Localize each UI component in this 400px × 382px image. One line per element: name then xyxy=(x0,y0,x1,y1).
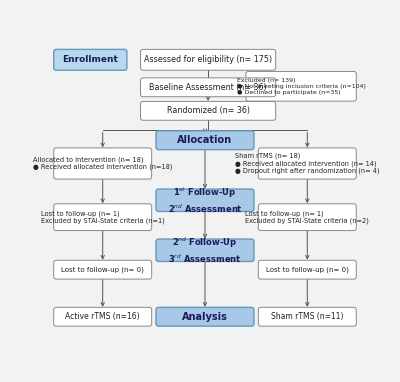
FancyBboxPatch shape xyxy=(54,204,152,231)
FancyBboxPatch shape xyxy=(156,308,254,326)
Text: 1$^{st}$ Follow-Up
2$^{nd}$ Assessment: 1$^{st}$ Follow-Up 2$^{nd}$ Assessment xyxy=(168,186,242,215)
FancyBboxPatch shape xyxy=(258,148,356,179)
Text: Lost to follow-up (n= 1)
Excluded by STAI-State criteria (n=1): Lost to follow-up (n= 1) Excluded by STA… xyxy=(41,210,164,224)
FancyBboxPatch shape xyxy=(140,102,276,120)
Text: Allocated to intervention (n= 18)
● Received allocated intervention (n=18): Allocated to intervention (n= 18) ● Rece… xyxy=(33,157,172,170)
FancyBboxPatch shape xyxy=(54,308,152,326)
Text: Baseline Assessment (n= 36): Baseline Assessment (n= 36) xyxy=(149,83,267,92)
Text: Allocation: Allocation xyxy=(178,135,232,145)
FancyBboxPatch shape xyxy=(54,260,152,279)
Text: Sham rTMS (n=11): Sham rTMS (n=11) xyxy=(271,312,344,321)
FancyBboxPatch shape xyxy=(54,148,152,179)
Text: Randomized (n= 36): Randomized (n= 36) xyxy=(166,106,250,115)
Text: Sham rTMS (n= 18)
● Received allocated intervention (n= 14)
● Dropout right afte: Sham rTMS (n= 18) ● Received allocated i… xyxy=(235,153,380,174)
Text: Assessed for eligibility (n= 175): Assessed for eligibility (n= 175) xyxy=(144,55,272,64)
FancyBboxPatch shape xyxy=(54,49,127,70)
Text: Lost to follow-up (n= 0): Lost to follow-up (n= 0) xyxy=(61,266,144,273)
FancyBboxPatch shape xyxy=(258,204,356,231)
Text: Lost to follow-up (n= 1)
Excluded by STAI-State criteria (n=2): Lost to follow-up (n= 1) Excluded by STA… xyxy=(245,210,369,224)
FancyBboxPatch shape xyxy=(258,260,356,279)
FancyBboxPatch shape xyxy=(156,189,254,212)
Text: 2$^{nd}$ Follow-Up
3$^{rd}$ Assessment: 2$^{nd}$ Follow-Up 3$^{rd}$ Assessment xyxy=(168,236,242,265)
FancyBboxPatch shape xyxy=(140,78,276,97)
FancyBboxPatch shape xyxy=(246,71,356,101)
FancyBboxPatch shape xyxy=(140,49,276,70)
FancyBboxPatch shape xyxy=(156,131,254,150)
Text: Analysis: Analysis xyxy=(182,312,228,322)
Text: Active rTMS (n=16): Active rTMS (n=16) xyxy=(65,312,140,321)
Text: Excluded (n= 139)
● Not meeting inclusion criteria (n=104)
● Declined to partici: Excluded (n= 139) ● Not meeting inclusio… xyxy=(237,78,366,95)
FancyBboxPatch shape xyxy=(156,239,254,261)
FancyBboxPatch shape xyxy=(258,308,356,326)
Text: Enrollment: Enrollment xyxy=(62,55,118,64)
Text: Lost to follow-up (n= 0): Lost to follow-up (n= 0) xyxy=(266,266,349,273)
